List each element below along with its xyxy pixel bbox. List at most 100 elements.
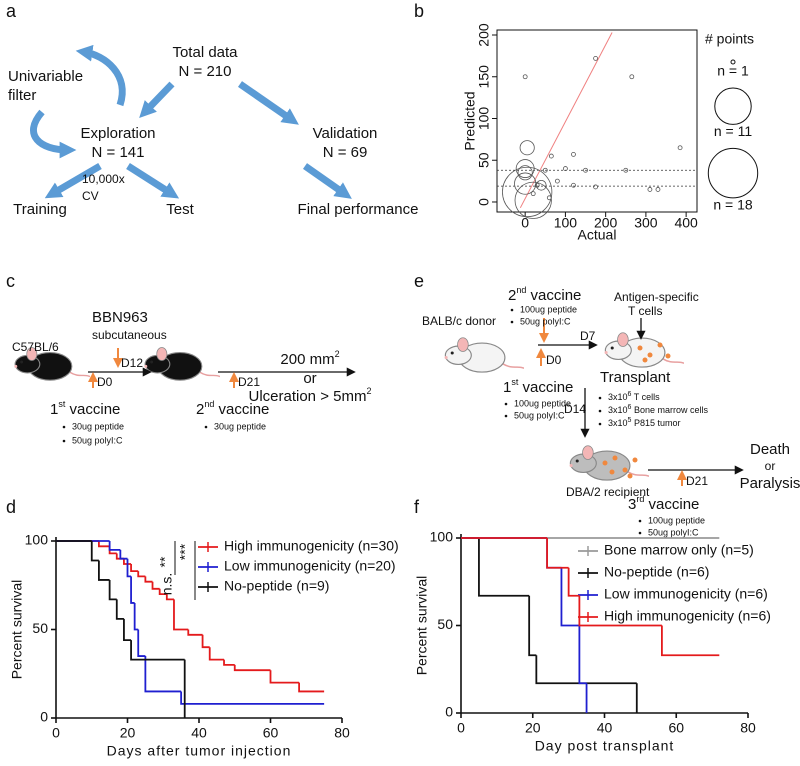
- diagram-e: BALB/c donor 2nd vaccine 100ug peptide 5…: [422, 285, 800, 537]
- survival-step: [578, 625, 587, 685]
- mouse: [143, 346, 220, 381]
- text: vaccine: [65, 401, 120, 418]
- label: T cells: [628, 304, 662, 318]
- legend-label: No-peptide (n=9): [224, 578, 329, 594]
- arrow: [126, 163, 180, 199]
- superscript: st: [58, 399, 66, 409]
- text: P815 tumor: [631, 418, 680, 428]
- text: vaccine: [526, 287, 581, 304]
- diagram-c: C57BL/6 BBN963 subcutaneous D0 D12 D21 2…: [12, 309, 371, 445]
- y-tick-label: 100: [476, 107, 492, 131]
- x-tick-label: 400: [674, 215, 698, 231]
- label: 2nd vaccine: [508, 285, 581, 304]
- superscript: rd: [636, 494, 644, 504]
- label: Total data: [172, 44, 238, 61]
- label: Test: [166, 201, 194, 218]
- label: N = 210: [179, 63, 232, 80]
- bubble: [554, 178, 560, 184]
- survival-step: [173, 599, 189, 631]
- bullet: [510, 308, 514, 312]
- bubble: [514, 172, 537, 195]
- label: 100ug peptide: [520, 304, 577, 314]
- arrow: [238, 81, 299, 125]
- bubble: [677, 145, 683, 151]
- x-axis-label: Days after tumor injection: [107, 743, 292, 759]
- label: 50ug polyI:C: [72, 435, 123, 445]
- survival-step: [144, 656, 182, 693]
- panel-label: b: [414, 1, 424, 21]
- x-tick-label: 60: [668, 720, 684, 736]
- arrow: [302, 163, 352, 199]
- annotation: **: [157, 556, 173, 567]
- survival-step: [98, 560, 110, 581]
- label: 3x105 P815 tumor: [608, 417, 680, 428]
- text: 3x10: [608, 392, 628, 402]
- x-tick-label: 300: [634, 215, 658, 231]
- y-tick-label: 100: [25, 532, 49, 548]
- survival-step: [165, 594, 174, 601]
- label: Antigen-specific: [614, 290, 699, 304]
- survival-step: [201, 634, 210, 649]
- label: Paralysis: [740, 475, 800, 492]
- label: 100ug peptide: [514, 398, 571, 408]
- superscript: 2: [335, 349, 340, 359]
- legend-bubble: [707, 147, 759, 199]
- text: T cells: [631, 392, 660, 402]
- bubble: [593, 55, 598, 61]
- x-tick-label: 80: [334, 725, 350, 741]
- x-tick-label: 40: [191, 725, 207, 741]
- y-axis-label: Percent survival: [414, 576, 430, 676]
- x-tick-label: 200: [594, 215, 618, 231]
- label: or: [303, 370, 316, 387]
- text: 1: [50, 401, 58, 418]
- superscript: nd: [516, 285, 526, 295]
- label: 3rd vaccine: [628, 494, 699, 513]
- survival-step: [133, 602, 139, 631]
- survival-step: [478, 538, 530, 597]
- text: vaccine: [214, 401, 269, 418]
- label: Training: [13, 201, 67, 218]
- legend-label: No-peptide (n=6): [604, 564, 709, 580]
- bubble: [542, 167, 548, 173]
- bubble: [535, 179, 547, 191]
- survival-step: [123, 558, 132, 565]
- superscript: nd: [204, 399, 214, 409]
- bubble: [571, 182, 576, 188]
- label: filter: [8, 87, 36, 104]
- label: 200 mm2: [280, 349, 339, 368]
- label: 3x106 T cells: [608, 391, 660, 402]
- text: 2: [508, 287, 516, 304]
- survival-step: [137, 571, 146, 578]
- legend-label: High immunogenicity (n=6): [604, 608, 771, 624]
- y-tick-label: 0: [445, 704, 453, 720]
- label: 3x106 Bone marrow cells: [608, 404, 708, 415]
- label: D14: [564, 402, 586, 416]
- y-tick-label: 50: [437, 616, 453, 632]
- bubble: [502, 166, 553, 218]
- legend-bubble: [730, 59, 736, 65]
- panel-label: a: [6, 1, 17, 21]
- label: 50ug polyI:C: [648, 527, 699, 537]
- text: 3x10: [608, 405, 628, 415]
- chart: 0 50 100 150 200 0 100 200 300 400 Actual Predicted…: [462, 23, 759, 243]
- x-tick-label: 80: [740, 720, 756, 736]
- mouse: [568, 444, 649, 481]
- superscript: 6: [628, 404, 632, 411]
- y-axis-label: Predicted: [462, 91, 478, 150]
- panel-label: e: [414, 271, 424, 291]
- bubble: [629, 74, 635, 80]
- label: 10,000x: [82, 172, 125, 186]
- y-axis-label: Percent survival: [9, 580, 25, 680]
- superscript: 2: [366, 386, 371, 396]
- label: Ulceration > 5mm2: [249, 386, 372, 405]
- label: subcutaneous: [92, 328, 167, 342]
- x-tick-label: 100: [554, 215, 578, 231]
- label: Final performance: [298, 201, 419, 218]
- panel-label: c: [6, 271, 15, 291]
- arrow: [30, 109, 77, 159]
- transplant-items: 3x106 T cells 3x106 Bone marrow cells 3x…: [598, 391, 708, 428]
- bullet: [510, 320, 514, 324]
- survival-step: [126, 558, 132, 578]
- legend-label: Bone marrow only (n=5): [604, 542, 754, 558]
- legend-label: Low immunogenicity (n=20): [224, 558, 396, 574]
